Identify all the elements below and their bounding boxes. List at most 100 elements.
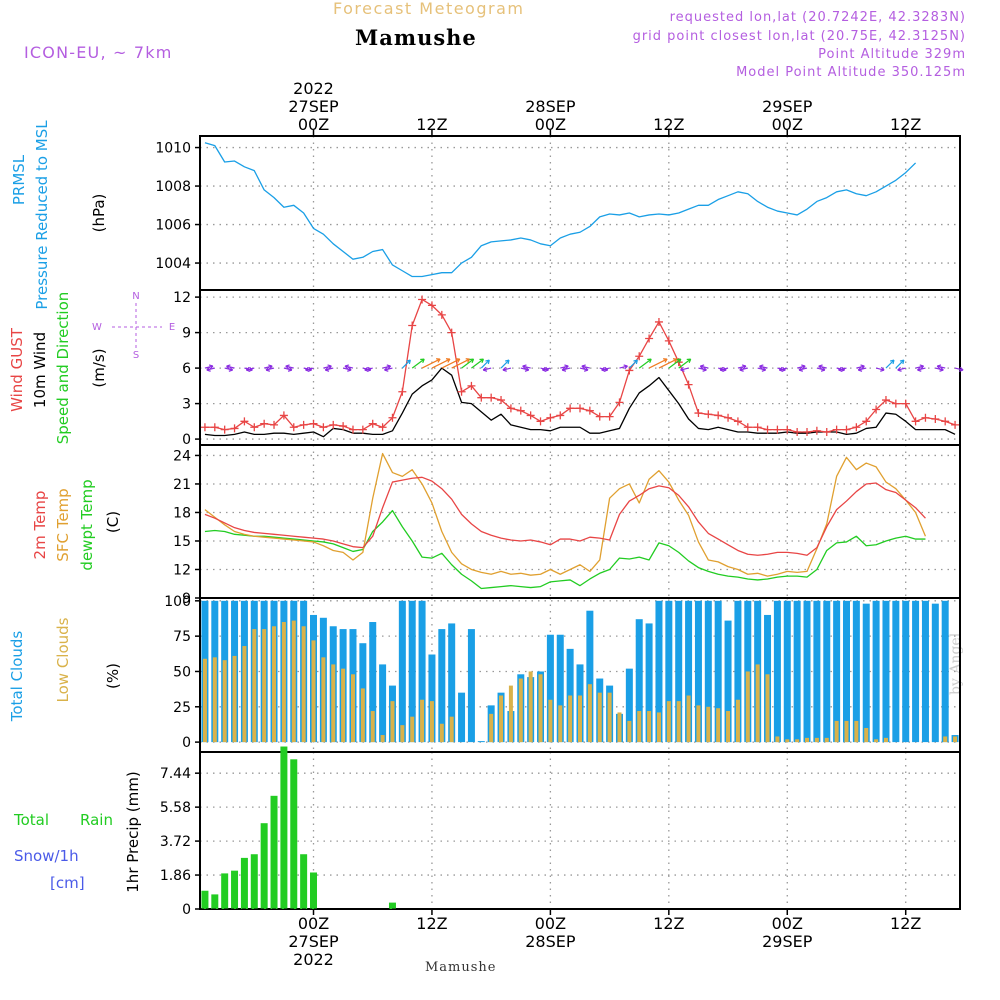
low-clouds-bar bbox=[420, 699, 425, 743]
low-clouds-bar bbox=[795, 739, 800, 743]
wind-arrow-head bbox=[818, 364, 823, 370]
y-tick-label: 0 bbox=[182, 735, 191, 751]
wind-arrow-head bbox=[860, 364, 865, 370]
x-tick-label-bottom: 00Z bbox=[535, 914, 566, 933]
y-tick-label: 9 bbox=[182, 326, 191, 342]
wind-arrow-head bbox=[206, 366, 211, 372]
wind-arrow bbox=[224, 367, 233, 371]
low-clouds-bar bbox=[943, 736, 948, 743]
x-tick-label-top: 00Z bbox=[298, 115, 329, 134]
gust-point bbox=[566, 404, 575, 413]
wind-arrow-head bbox=[541, 366, 547, 372]
low-clouds-bar bbox=[242, 646, 247, 743]
low-clouds-bar bbox=[883, 737, 888, 743]
dir-legend-n: N bbox=[132, 291, 139, 302]
wind-arrow bbox=[483, 367, 492, 371]
rain-bar bbox=[231, 870, 239, 909]
gust-point bbox=[556, 411, 565, 420]
wind-arrow bbox=[579, 367, 589, 371]
total-clouds-bar bbox=[833, 600, 841, 743]
wind-arrow-head bbox=[759, 364, 764, 370]
gust-point bbox=[536, 417, 545, 426]
total-clouds-bar bbox=[862, 603, 870, 743]
gust-point bbox=[773, 425, 782, 434]
ylabel-temp: (C) bbox=[104, 511, 122, 533]
total-clouds-bar bbox=[428, 654, 436, 743]
low-clouds-bar bbox=[232, 655, 237, 743]
wind-arrow-head bbox=[663, 358, 668, 363]
dir-legend-e: E bbox=[169, 322, 175, 333]
wind-arrow-head bbox=[739, 366, 744, 372]
total-clouds-bar bbox=[448, 623, 456, 743]
low-clouds-bar bbox=[449, 716, 454, 743]
low-clouds-bar bbox=[508, 685, 513, 743]
total-clouds-bar bbox=[842, 600, 850, 743]
gust-point bbox=[901, 399, 910, 408]
point-altitude: Point Altitude 329m bbox=[818, 47, 966, 62]
low-clouds-bar bbox=[735, 699, 740, 743]
label-low-clouds: Low Clouds bbox=[54, 617, 72, 702]
wind-arrow-head bbox=[741, 364, 747, 370]
low-clouds-bar bbox=[814, 737, 819, 743]
total-clouds-bar bbox=[734, 600, 742, 743]
low-clouds-bar bbox=[597, 692, 602, 743]
x-tick-label-top: 00Z bbox=[772, 115, 803, 134]
low-clouds-bar bbox=[331, 664, 336, 743]
model-altitude: Model Point Altitude 350.125m bbox=[736, 65, 966, 80]
location-title: Mamushe bbox=[355, 25, 477, 50]
y-tick-label: 3.72 bbox=[160, 834, 191, 850]
wind-arrow-head bbox=[699, 364, 705, 370]
total-clouds-bar bbox=[793, 600, 801, 743]
dir-legend-w: W bbox=[92, 322, 102, 333]
wind-arrow-head bbox=[889, 359, 895, 365]
wind-arrow-head bbox=[583, 366, 589, 372]
wind-arrow bbox=[480, 359, 490, 369]
low-clouds-bar bbox=[350, 674, 355, 743]
gust-point bbox=[339, 422, 348, 431]
gust-point bbox=[487, 393, 496, 402]
label-total-clouds: Total Clouds bbox=[8, 631, 26, 723]
gust-point bbox=[230, 424, 239, 433]
gust-point bbox=[506, 404, 515, 413]
wind-arrow bbox=[342, 367, 352, 371]
wind-arrow bbox=[226, 365, 235, 369]
gust-point bbox=[348, 425, 357, 434]
gust-point bbox=[309, 419, 318, 428]
rain-bar bbox=[201, 890, 209, 909]
gust-point bbox=[931, 414, 940, 423]
low-clouds-bar bbox=[558, 705, 563, 743]
low-clouds-bar bbox=[745, 671, 750, 743]
low-clouds-bar bbox=[252, 629, 257, 743]
panel-clouds: 0 25 50 75 100 bbox=[164, 594, 961, 753]
gust-point bbox=[842, 425, 851, 434]
wind-arrow bbox=[796, 365, 806, 369]
low-clouds-bar bbox=[528, 671, 533, 743]
low-clouds-bar bbox=[706, 706, 711, 743]
gust-point bbox=[200, 423, 209, 432]
y-tick-label: 12 bbox=[173, 290, 191, 306]
wind-arrow-head bbox=[265, 366, 271, 372]
gust-point bbox=[684, 380, 693, 389]
wind-arrow bbox=[619, 365, 628, 369]
x-tick-label-top: 12Z bbox=[416, 115, 447, 134]
low-clouds-bar bbox=[726, 711, 731, 743]
y-tick-label: 7.44 bbox=[160, 766, 191, 782]
gust-point bbox=[408, 321, 417, 330]
gust-point bbox=[891, 399, 900, 408]
gust-point bbox=[793, 427, 802, 436]
wind-arrow-head bbox=[469, 358, 475, 364]
ylabel-clouds: (%) bbox=[104, 663, 122, 689]
wind-direction-arrows bbox=[204, 358, 964, 372]
rain-bar bbox=[221, 873, 229, 909]
series-10m-wind-line bbox=[204, 367, 956, 438]
x-tick-label-bottom: 29SEP bbox=[762, 932, 813, 951]
total-clouds-bar bbox=[882, 600, 890, 743]
wind-arrow-head bbox=[633, 359, 638, 365]
x-tick-label-top: 27SEP bbox=[288, 97, 339, 116]
gust-point bbox=[289, 423, 298, 432]
wind-arrow bbox=[698, 367, 707, 371]
wind-arrow-head bbox=[208, 364, 214, 370]
wind-arrow-head bbox=[228, 366, 234, 372]
total-clouds-bar bbox=[379, 664, 387, 743]
wind-arrow-head bbox=[344, 364, 349, 370]
